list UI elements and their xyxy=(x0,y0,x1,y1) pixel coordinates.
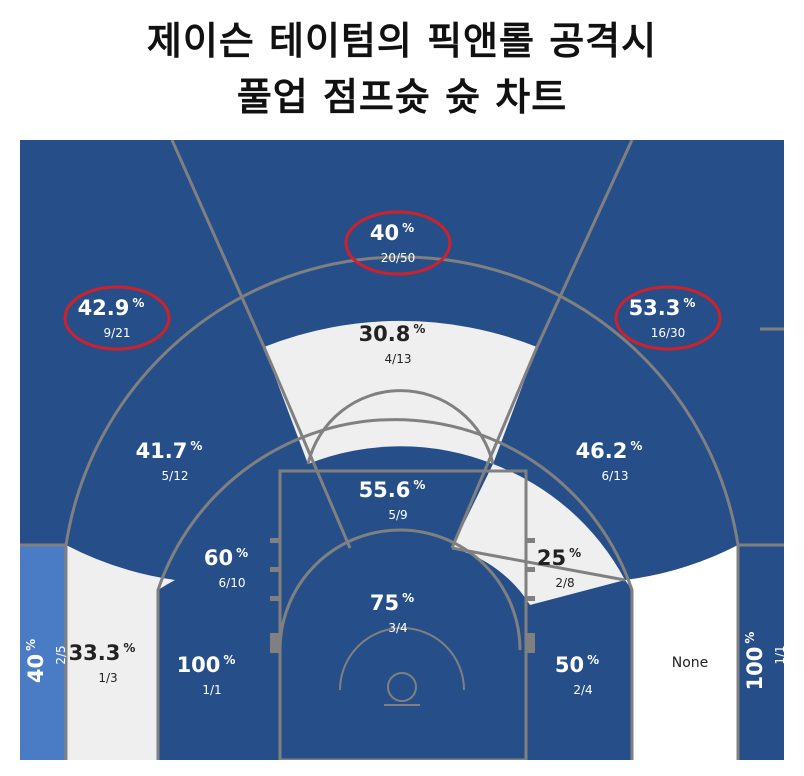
zone-frac-long-mid-left-baseline: 1/3 xyxy=(98,671,117,685)
zone-frac-paint: 3/4 xyxy=(388,621,407,635)
court-lines xyxy=(20,140,784,760)
zone-frac-long-mid-left-wing: 5/12 xyxy=(162,469,189,483)
zone-label-long-mid-right-baseline: None xyxy=(672,655,709,671)
zone-frac-corner-3-right: 1/1 xyxy=(773,645,787,664)
zone-long-mid-right-baseline xyxy=(625,545,738,760)
chart-title-line-2: 풀업 점프슛 슛 차트 xyxy=(236,75,568,119)
zone-label-above-break-3-right: 53.3 %16/30 xyxy=(614,285,722,351)
zone-frac-short-mid-left: 6/10 xyxy=(219,576,246,590)
zone-label-long-mid-right-wing: 46.2 %6/13 xyxy=(576,439,643,483)
zone-frac-short-mid-center: 5/9 xyxy=(388,508,407,522)
zone-label-corner-3-right: 100% 1/1 xyxy=(743,632,787,691)
zone-frac-long-mid-right-wing: 6/13 xyxy=(602,469,629,483)
lane-hash-marks xyxy=(270,538,535,653)
zone-frac-short-mid-right-baseline: 2/4 xyxy=(573,683,592,697)
highlight-ring-above-break-3-center xyxy=(344,210,452,276)
zone-corner-3-left xyxy=(20,545,66,760)
basket xyxy=(339,627,465,706)
zone-frac-above-break-3-center: 20/50 xyxy=(381,251,416,265)
zone-frac-above-break-3-right: 16/30 xyxy=(651,326,686,340)
zone-frac-corner-3-left: 2/5 xyxy=(54,645,68,664)
zone-label-above-break-3-left: 42.9 %9/21 xyxy=(63,285,171,351)
zone-frac-above-break-3-left: 9/21 xyxy=(104,326,131,340)
chart-title-line-1: 제이슨 테이텀의 픽앤롤 공격시 xyxy=(146,19,658,63)
zone-short-mid-right xyxy=(452,464,625,605)
highlight-ring-above-break-3-left xyxy=(63,285,171,351)
highlight-ring-above-break-3-right xyxy=(614,285,722,351)
zone-fills xyxy=(20,140,784,760)
zone-frac-short-mid-right: 2/8 xyxy=(555,576,574,590)
zone-pct-long-mid-right-baseline: None xyxy=(672,655,709,671)
zone-pct-long-mid-left-wing: 41.7% xyxy=(136,439,203,463)
zone-frac-long-mid-center: 4/13 xyxy=(385,352,412,366)
zone-label-long-mid-left-wing: 41.7 % 5/12 xyxy=(136,439,203,483)
zone-frac-short-mid-left-baseline: 1/1 xyxy=(202,683,221,697)
zone-long-mid-left-baseline xyxy=(66,545,175,760)
zone-pct-corner-3-right: 100% xyxy=(743,632,767,691)
